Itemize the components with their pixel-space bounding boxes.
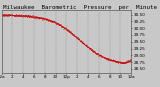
Text: Milwaukee  Barometric  Pressure  per  Minute  (Last  24  Hours): Milwaukee Barometric Pressure per Minute… <box>3 5 160 10</box>
